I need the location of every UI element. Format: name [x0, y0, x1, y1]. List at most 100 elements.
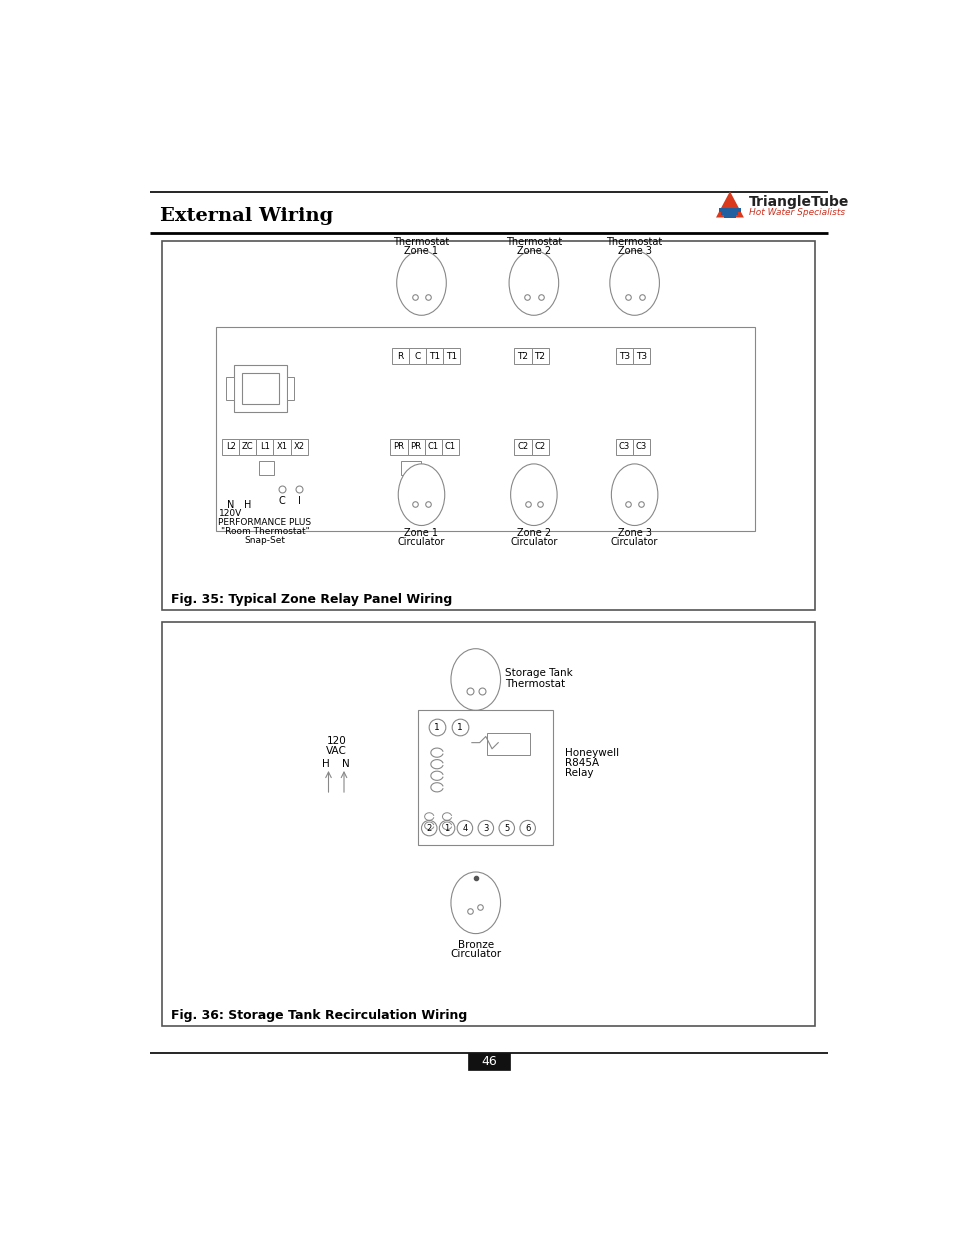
FancyBboxPatch shape — [226, 377, 233, 400]
FancyBboxPatch shape — [407, 440, 424, 454]
Text: 6: 6 — [524, 824, 530, 832]
Text: Circulator: Circulator — [397, 537, 445, 547]
Text: C2: C2 — [534, 442, 545, 452]
FancyBboxPatch shape — [258, 461, 274, 474]
FancyBboxPatch shape — [274, 440, 291, 454]
Text: 5: 5 — [503, 824, 509, 832]
Text: Thermostat: Thermostat — [505, 237, 561, 247]
FancyBboxPatch shape — [409, 348, 426, 364]
Text: Thermostat: Thermostat — [505, 679, 565, 689]
Text: Zone 2: Zone 2 — [517, 529, 551, 538]
Text: 1: 1 — [434, 722, 439, 732]
FancyBboxPatch shape — [216, 327, 754, 531]
Text: N: N — [227, 500, 234, 510]
Text: Zone 1: Zone 1 — [404, 246, 438, 256]
FancyBboxPatch shape — [468, 1053, 509, 1070]
FancyBboxPatch shape — [390, 440, 407, 454]
FancyBboxPatch shape — [514, 440, 531, 454]
FancyBboxPatch shape — [426, 348, 443, 364]
FancyBboxPatch shape — [291, 440, 307, 454]
Ellipse shape — [456, 820, 472, 836]
Text: N: N — [341, 760, 349, 769]
Text: Thermostat: Thermostat — [606, 237, 662, 247]
Text: I: I — [297, 496, 300, 506]
Text: C2: C2 — [517, 442, 528, 452]
Ellipse shape — [498, 820, 514, 836]
Ellipse shape — [477, 820, 493, 836]
Ellipse shape — [451, 872, 500, 934]
Text: 1: 1 — [444, 824, 449, 832]
Text: T3: T3 — [636, 352, 646, 361]
Text: 3: 3 — [482, 824, 488, 832]
Text: C1: C1 — [444, 442, 456, 452]
Polygon shape — [720, 212, 738, 215]
Ellipse shape — [509, 251, 558, 315]
Text: Storage Tank: Storage Tank — [505, 668, 573, 678]
FancyBboxPatch shape — [239, 440, 256, 454]
FancyBboxPatch shape — [241, 373, 278, 404]
Text: "Room Thermostat": "Room Thermostat" — [220, 527, 309, 536]
Text: X2: X2 — [294, 442, 304, 452]
Text: Honeywell: Honeywell — [564, 747, 618, 757]
Text: T1: T1 — [446, 352, 456, 361]
FancyBboxPatch shape — [633, 348, 649, 364]
Ellipse shape — [519, 820, 535, 836]
Text: Fig. 35: Typical Zone Relay Panel Wiring: Fig. 35: Typical Zone Relay Panel Wiring — [171, 593, 452, 606]
Text: H: H — [244, 500, 252, 510]
Text: Circulator: Circulator — [610, 537, 658, 547]
Text: 46: 46 — [480, 1055, 497, 1068]
Text: C: C — [414, 352, 420, 361]
Polygon shape — [723, 215, 736, 219]
Text: Zone 3: Zone 3 — [617, 529, 651, 538]
Text: Snap-Set: Snap-Set — [244, 536, 285, 546]
Text: 120V: 120V — [219, 509, 242, 517]
Polygon shape — [716, 191, 743, 217]
FancyBboxPatch shape — [441, 440, 458, 454]
Text: PR: PR — [393, 442, 404, 452]
Text: C3: C3 — [636, 442, 646, 452]
Text: 1: 1 — [456, 722, 462, 732]
Text: L2: L2 — [226, 442, 235, 452]
FancyBboxPatch shape — [222, 440, 239, 454]
Text: T1: T1 — [429, 352, 439, 361]
Text: PR: PR — [410, 442, 421, 452]
Ellipse shape — [451, 648, 500, 710]
FancyBboxPatch shape — [162, 621, 815, 1026]
FancyBboxPatch shape — [233, 366, 286, 411]
FancyBboxPatch shape — [616, 440, 633, 454]
Text: C: C — [278, 496, 285, 506]
Text: R: R — [397, 352, 403, 361]
FancyBboxPatch shape — [443, 348, 459, 364]
FancyBboxPatch shape — [417, 710, 553, 845]
Text: 120: 120 — [326, 736, 346, 746]
Text: T2: T2 — [534, 352, 545, 361]
Ellipse shape — [510, 464, 557, 526]
FancyBboxPatch shape — [633, 440, 649, 454]
FancyBboxPatch shape — [400, 461, 420, 474]
Text: T2: T2 — [517, 352, 528, 361]
FancyBboxPatch shape — [616, 348, 633, 364]
Text: 4: 4 — [462, 824, 467, 832]
FancyBboxPatch shape — [531, 440, 548, 454]
Text: Zone 3: Zone 3 — [617, 246, 651, 256]
FancyBboxPatch shape — [286, 377, 294, 400]
Text: Circulator: Circulator — [510, 537, 557, 547]
Text: X1: X1 — [276, 442, 287, 452]
Text: C3: C3 — [618, 442, 630, 452]
Ellipse shape — [611, 464, 658, 526]
Ellipse shape — [396, 251, 446, 315]
FancyBboxPatch shape — [424, 440, 441, 454]
Text: Fig. 36: Storage Tank Recirculation Wiring: Fig. 36: Storage Tank Recirculation Wiri… — [171, 1009, 467, 1021]
Text: Relay: Relay — [564, 768, 593, 778]
Ellipse shape — [421, 820, 436, 836]
FancyBboxPatch shape — [392, 348, 409, 364]
Text: VAC: VAC — [326, 746, 346, 756]
FancyBboxPatch shape — [531, 348, 548, 364]
Text: C1: C1 — [427, 442, 438, 452]
Text: PERFORMANCE PLUS: PERFORMANCE PLUS — [218, 517, 312, 527]
Ellipse shape — [439, 820, 455, 836]
Text: Circulator: Circulator — [450, 950, 500, 960]
Text: Thermostat: Thermostat — [393, 237, 449, 247]
FancyBboxPatch shape — [162, 241, 815, 610]
Text: Zone 2: Zone 2 — [517, 246, 551, 256]
